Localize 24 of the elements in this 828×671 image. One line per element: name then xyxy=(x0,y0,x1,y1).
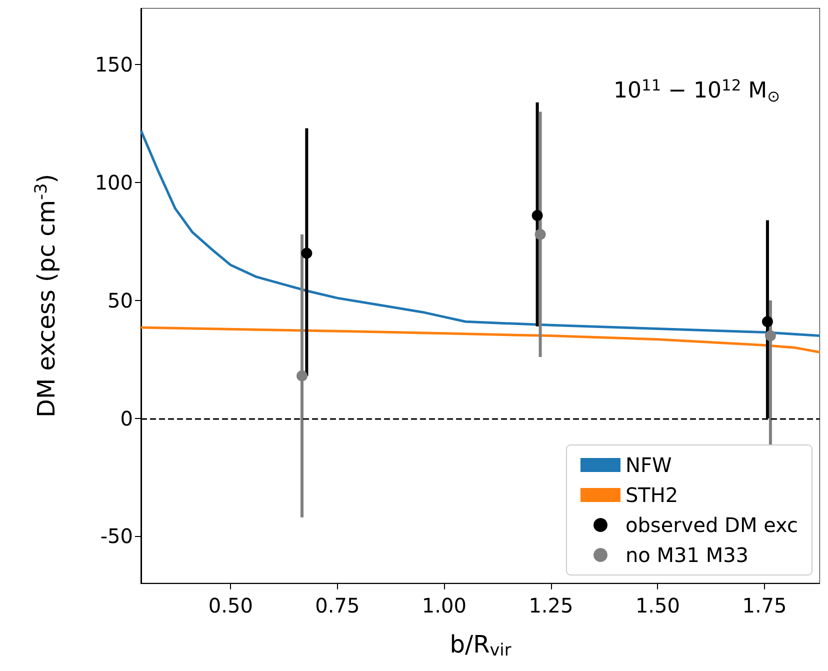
point xyxy=(301,248,312,259)
point xyxy=(296,370,308,382)
x-tick-label: 1.50 xyxy=(635,593,680,618)
x-axis-title: b/Rvir xyxy=(450,630,512,660)
y-tick-label: 0 xyxy=(120,406,133,430)
y-tick-label: -50 xyxy=(100,524,133,548)
point xyxy=(532,210,543,222)
x-tick-label: 0.75 xyxy=(315,593,360,618)
legend-label: observed DM exc xyxy=(625,513,798,537)
x-tick-label: 0.50 xyxy=(208,593,253,618)
y-tick-label: 100 xyxy=(94,170,133,195)
x-tick-label: 1.75 xyxy=(742,593,787,618)
y-tick-label: 150 xyxy=(94,52,133,77)
legend-label: NFW xyxy=(625,453,672,477)
x-tick-label: 1.25 xyxy=(528,593,574,618)
point xyxy=(534,228,546,240)
point xyxy=(762,316,773,328)
y-axis-title: DM excess (pc cm-3) xyxy=(30,174,60,418)
point xyxy=(764,330,776,342)
y-tick-label: 50 xyxy=(108,288,133,312)
legend-label: STH2 xyxy=(625,483,678,507)
line-series xyxy=(140,326,820,354)
legend-label: no M31 M33 xyxy=(625,543,749,567)
x-tick-label: 1.00 xyxy=(422,593,466,618)
